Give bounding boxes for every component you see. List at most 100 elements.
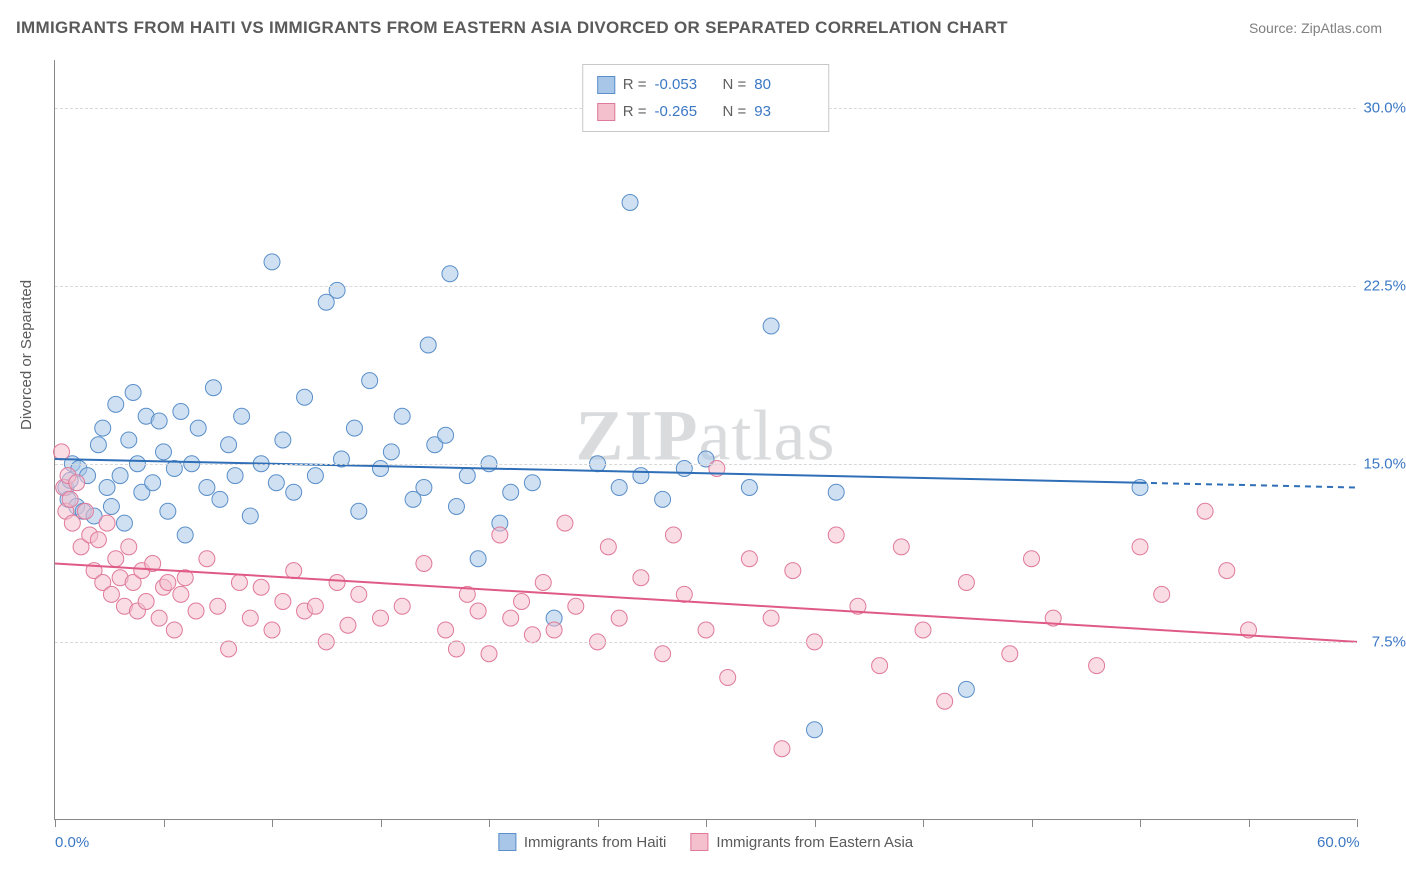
data-point: [160, 575, 176, 591]
data-point: [698, 622, 714, 638]
data-point: [600, 539, 616, 555]
data-point: [720, 670, 736, 686]
r-label: R =: [623, 71, 647, 98]
data-point: [503, 484, 519, 500]
x-tick: [815, 819, 816, 827]
data-point: [373, 610, 389, 626]
data-point: [329, 575, 345, 591]
data-point: [286, 563, 302, 579]
data-point: [774, 741, 790, 757]
x-tick: [489, 819, 490, 827]
gridline: [55, 286, 1356, 287]
legend-bottom: Immigrants from Haiti Immigrants from Ea…: [498, 833, 913, 851]
data-point: [611, 480, 627, 496]
data-point: [828, 484, 844, 500]
legend-swatch-haiti-b: [498, 833, 516, 851]
gridline: [55, 642, 1356, 643]
data-point: [535, 575, 551, 591]
data-point: [470, 603, 486, 619]
legend-swatch-easia: [597, 103, 615, 121]
data-point: [199, 551, 215, 567]
data-point: [103, 586, 119, 602]
data-point: [151, 413, 167, 429]
plot-area: ZIPatlas R = -0.053 N = 80 R = -0.265 N …: [54, 60, 1356, 820]
n-label: N =: [723, 98, 747, 125]
data-point: [62, 491, 78, 507]
data-point: [286, 484, 302, 500]
data-point: [90, 532, 106, 548]
data-point: [1197, 503, 1213, 519]
x-tick: [923, 819, 924, 827]
data-point: [231, 575, 247, 591]
data-point: [205, 380, 221, 396]
x-tick: [1249, 819, 1250, 827]
y-tick-label: 15.0%: [1363, 455, 1406, 472]
x-tick: [598, 819, 599, 827]
data-point: [253, 579, 269, 595]
data-point: [442, 266, 458, 282]
data-point: [1002, 646, 1018, 662]
data-point: [763, 610, 779, 626]
data-point: [212, 491, 228, 507]
data-point: [633, 468, 649, 484]
data-point: [937, 693, 953, 709]
data-point: [177, 527, 193, 543]
data-point: [416, 556, 432, 572]
data-point: [438, 622, 454, 638]
data-point: [1024, 551, 1040, 567]
gridline: [55, 464, 1356, 465]
data-point: [448, 641, 464, 657]
data-point: [633, 570, 649, 586]
data-point: [665, 527, 681, 543]
data-point: [438, 427, 454, 443]
data-point: [807, 722, 823, 738]
n-value-haiti: 80: [754, 71, 814, 98]
legend-item-haiti: Immigrants from Haiti: [498, 833, 667, 851]
data-point: [872, 658, 888, 674]
data-point: [394, 408, 410, 424]
data-point: [1219, 563, 1235, 579]
data-point: [151, 610, 167, 626]
x-tick: [706, 819, 707, 827]
data-point: [362, 373, 378, 389]
data-point: [351, 503, 367, 519]
data-point: [611, 610, 627, 626]
trend-line-extrapolated: [1140, 483, 1357, 488]
data-point: [221, 641, 237, 657]
data-point: [676, 586, 692, 602]
data-point: [103, 499, 119, 515]
x-tick: [55, 819, 56, 827]
data-point: [173, 404, 189, 420]
data-point: [190, 420, 206, 436]
data-point: [958, 575, 974, 591]
data-point: [54, 444, 70, 460]
data-point: [264, 254, 280, 270]
data-point: [173, 586, 189, 602]
data-point: [268, 475, 284, 491]
data-point: [893, 539, 909, 555]
data-point: [210, 598, 226, 614]
data-point: [160, 503, 176, 519]
data-point: [741, 551, 757, 567]
y-tick-label: 22.5%: [1363, 277, 1406, 294]
x-tick: [164, 819, 165, 827]
data-point: [763, 318, 779, 334]
data-point: [90, 437, 106, 453]
legend-stats-row-0: R = -0.053 N = 80: [597, 71, 815, 98]
data-point: [116, 515, 132, 531]
chart-title: IMMIGRANTS FROM HAITI VS IMMIGRANTS FROM…: [16, 18, 1008, 38]
data-point: [492, 527, 508, 543]
data-point: [95, 420, 111, 436]
data-point: [470, 551, 486, 567]
data-point: [138, 594, 154, 610]
data-point: [958, 681, 974, 697]
y-tick-label: 7.5%: [1372, 633, 1406, 650]
x-tick: [381, 819, 382, 827]
data-point: [383, 444, 399, 460]
data-point: [125, 385, 141, 401]
data-point: [1132, 539, 1148, 555]
data-point: [655, 646, 671, 662]
data-point: [242, 508, 258, 524]
data-point: [420, 337, 436, 353]
data-point: [108, 551, 124, 567]
